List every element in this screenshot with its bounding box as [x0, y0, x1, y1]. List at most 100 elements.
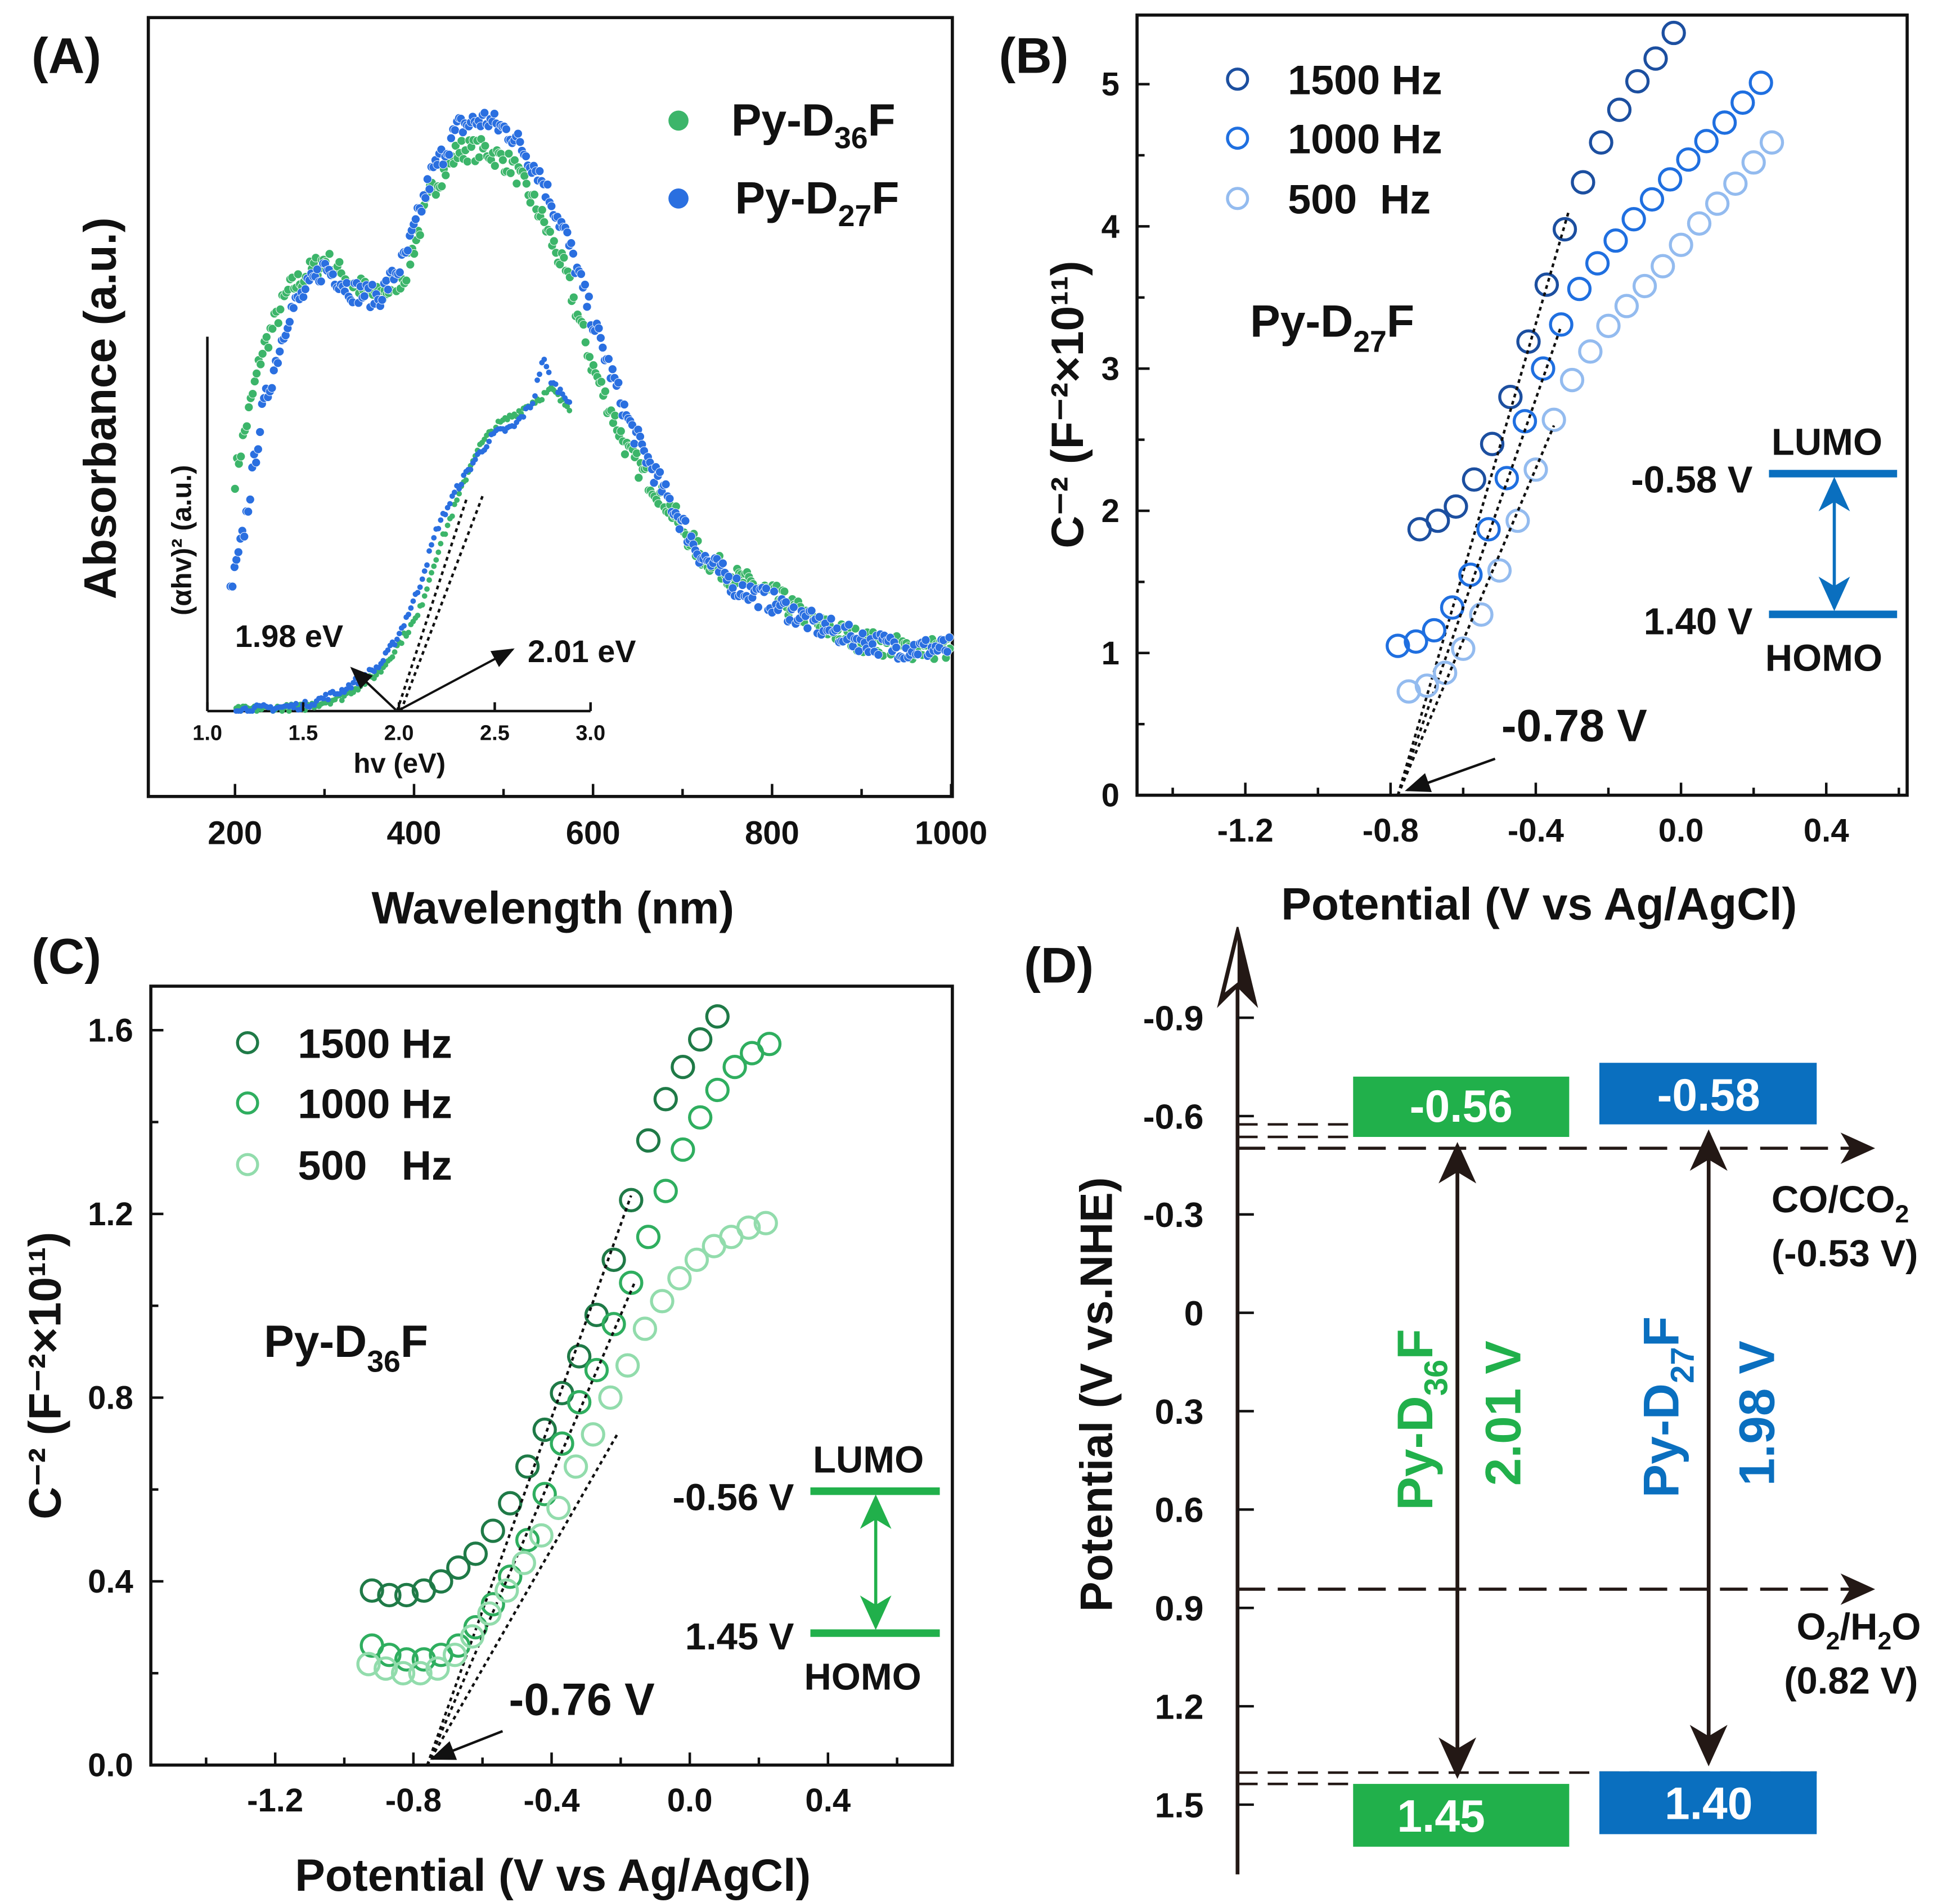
- fit-line: [426, 1282, 636, 1766]
- inset-data-point: [451, 489, 457, 496]
- data-point: [1469, 602, 1494, 627]
- inset-data-point: [321, 695, 326, 702]
- legend-marker: [668, 188, 689, 209]
- inset-data-point: [298, 707, 303, 712]
- intercept-label: -0.76 V: [509, 1674, 655, 1725]
- data-point: [1748, 70, 1773, 95]
- data-point: [1643, 46, 1668, 71]
- inset-data-point: [541, 356, 547, 362]
- intercept-label: -0.78 V: [1502, 701, 1648, 752]
- data-point: [381, 276, 391, 285]
- data-point: [377, 1643, 402, 1667]
- data-point: [600, 386, 610, 396]
- inset-data-point: [385, 647, 391, 653]
- data-point: [550, 1431, 574, 1456]
- inset-y-title: (αhv)² (a.u.): [167, 465, 197, 615]
- inset-data-point: [529, 401, 536, 407]
- data-point: [563, 228, 572, 237]
- inset-data-point: [378, 669, 384, 675]
- inset-data-point: [567, 407, 573, 413]
- x-axis-title: Potential (V vs Ag/AgCl): [1281, 879, 1797, 930]
- data-point: [394, 1647, 419, 1672]
- data-point: [1585, 251, 1610, 276]
- panel-label: (C): [32, 928, 101, 984]
- inset-data-point: [343, 686, 349, 693]
- legend-marker: [236, 1153, 259, 1176]
- data-point: [567, 1390, 592, 1415]
- inset-data-point: [394, 636, 400, 642]
- inset-data-point: [527, 404, 533, 411]
- data-point: [1651, 254, 1675, 278]
- data-point: [248, 389, 258, 399]
- data-point: [732, 574, 741, 583]
- lumo-box-py-d27f: [1599, 1063, 1817, 1125]
- x-tick-label: -0.8: [1363, 812, 1419, 849]
- annotation-arrow: [399, 648, 515, 711]
- data-point: [576, 269, 586, 279]
- data-point: [854, 646, 864, 656]
- y-tick-label: 1.2: [1155, 1687, 1204, 1726]
- inset-data-point: [290, 705, 296, 711]
- inset-data-point: [431, 563, 437, 569]
- data-point: [529, 190, 539, 199]
- data-point: [780, 587, 789, 596]
- data-point: [921, 635, 930, 645]
- data-point: [316, 277, 326, 286]
- lumo-label: LUMO: [813, 1438, 924, 1481]
- inset-x-tick-label: 1.0: [192, 721, 222, 745]
- data-point: [457, 136, 466, 146]
- inset-data-point: [435, 525, 442, 532]
- inset-data-point: [504, 416, 510, 422]
- x-tick-label: -0.4: [523, 1782, 579, 1819]
- data-point: [1614, 294, 1639, 318]
- data-point: [1534, 272, 1559, 297]
- inset-data-point: [380, 658, 386, 664]
- x-tick-label: 0.0: [1658, 812, 1704, 849]
- y-tick-label: 1.6: [88, 1012, 133, 1049]
- data-point: [356, 1652, 381, 1676]
- data-point: [686, 532, 696, 541]
- data-point: [1494, 466, 1520, 491]
- data-point: [232, 555, 241, 565]
- data-point: [753, 602, 763, 612]
- data-point: [233, 547, 243, 557]
- inset-data-point: [429, 542, 434, 548]
- inset-data-point: [401, 623, 407, 629]
- inset-data-point: [392, 649, 398, 655]
- y-tick-label: 0.9: [1155, 1589, 1204, 1629]
- data-point: [1741, 150, 1766, 175]
- data-point: [451, 141, 460, 151]
- data-point: [252, 368, 262, 378]
- data-point: [619, 1188, 644, 1212]
- data-point: [245, 494, 255, 504]
- data-point: [858, 628, 867, 638]
- data-point: [262, 332, 271, 342]
- data-point: [444, 150, 454, 159]
- lumo-value: -0.56: [1410, 1081, 1513, 1132]
- data-point: [515, 137, 525, 147]
- reference-value: (0.82 V): [1784, 1660, 1918, 1702]
- inset-data-point: [383, 662, 389, 668]
- data-point: [335, 257, 344, 267]
- data-point: [688, 1105, 713, 1130]
- inset-data-point: [511, 424, 518, 429]
- data-point: [874, 650, 883, 659]
- data-point: [394, 1582, 419, 1608]
- data-point: [913, 650, 923, 659]
- data-point: [458, 128, 467, 137]
- homo-box-py-d36f: [1353, 1784, 1570, 1847]
- data-point: [383, 285, 393, 294]
- data-point: [543, 180, 552, 190]
- homo-label: HOMO: [804, 1656, 921, 1698]
- data-point: [425, 1656, 450, 1681]
- data-point: [581, 1422, 605, 1447]
- y-tick-label: -0.3: [1143, 1195, 1204, 1235]
- data-point: [681, 516, 690, 525]
- data-point: [942, 647, 952, 657]
- inset-data-point: [433, 557, 439, 563]
- legend-marker: [236, 1031, 259, 1055]
- data-point: [1444, 494, 1468, 519]
- data-point: [537, 205, 547, 215]
- data-point: [616, 426, 626, 436]
- inset-x-tick-label: 2.5: [480, 721, 510, 745]
